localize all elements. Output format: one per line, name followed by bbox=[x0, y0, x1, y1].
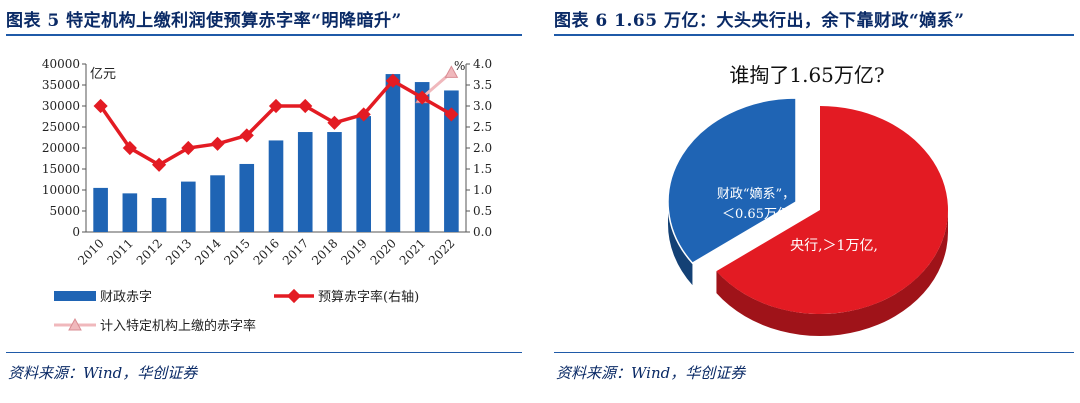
y-left-tick-label: 10000 bbox=[42, 183, 80, 197]
marker-budget-deficit-rate bbox=[444, 107, 459, 122]
legend-marker-budget-deficit-rate bbox=[286, 288, 302, 304]
pie-label-fiscal-affiliates-amount: ＜0.65万亿 bbox=[722, 207, 790, 222]
x-tick-label: 2013 bbox=[163, 236, 194, 267]
y-left-unit: 亿元 bbox=[90, 67, 116, 82]
marker-budget-deficit-rate bbox=[210, 136, 225, 151]
y-left-tick-label: 25000 bbox=[42, 120, 80, 134]
bar-fiscal-deficit bbox=[327, 132, 342, 232]
y-right-tick-label: 1.5 bbox=[473, 162, 492, 176]
bar-fiscal-deficit bbox=[444, 90, 459, 233]
y-right-tick-label: 2.0 bbox=[473, 141, 492, 155]
x-tick-label: 2011 bbox=[104, 236, 135, 267]
pie-label-central-bank: 央行,＞1万亿, bbox=[790, 238, 878, 254]
bar-fiscal-deficit bbox=[385, 74, 401, 232]
y-right-tick-label: 0.0 bbox=[473, 225, 492, 239]
y-right-unit: % bbox=[454, 59, 465, 73]
y-left-tick-label: 20000 bbox=[42, 141, 80, 155]
legend-label-budget-deficit-rate: 预算赤字率(右轴) bbox=[318, 289, 419, 305]
marker-budget-deficit-rate bbox=[181, 140, 196, 156]
marker-budget-deficit-rate bbox=[385, 73, 400, 88]
legend-label-fiscal-deficit: 财政赤字 bbox=[100, 290, 152, 305]
bar-fiscal-deficit bbox=[268, 140, 284, 232]
marker-budget-deficit-rate bbox=[415, 90, 430, 105]
left-source-note: 资料来源：Wind，华创证券 bbox=[8, 364, 198, 382]
marker-budget-deficit-rate bbox=[122, 140, 137, 156]
bar-fiscal-deficit bbox=[181, 181, 196, 232]
x-tick-label: 2018 bbox=[309, 236, 340, 267]
y-left-tick-label: 5000 bbox=[49, 204, 80, 218]
x-tick-label: 2019 bbox=[338, 236, 369, 267]
pie-label-fiscal-affiliates: 财政“嫡系”， bbox=[717, 186, 795, 202]
bar-fiscal-deficit bbox=[414, 82, 430, 232]
pie-slice-central-bank bbox=[716, 106, 948, 314]
marker-budget-deficit-rate bbox=[152, 157, 167, 172]
y-right-tick-label: 3.0 bbox=[473, 99, 492, 113]
x-tick-label: 2022 bbox=[426, 236, 457, 267]
marker-budget-deficit-rate bbox=[239, 128, 254, 143]
y-left-tick-label: 15000 bbox=[42, 162, 80, 176]
right-source-note: 资料来源：Wind，华创证券 bbox=[556, 364, 746, 382]
x-tick-label: 2015 bbox=[221, 236, 252, 267]
bar-fiscal-deficit bbox=[210, 175, 225, 232]
x-tick-label: 2021 bbox=[397, 236, 428, 267]
x-tick-label: 2017 bbox=[280, 236, 311, 267]
y-right-tick-label: 1.0 bbox=[473, 183, 492, 197]
y-left-tick-label: 0 bbox=[72, 225, 80, 239]
marker-budget-deficit-rate bbox=[268, 98, 284, 114]
y-right-tick-label: 3.5 bbox=[473, 78, 492, 92]
y-left-tick-label: 30000 bbox=[42, 99, 80, 113]
marker-budget-deficit-rate bbox=[356, 107, 371, 122]
bar-fiscal-deficit bbox=[297, 132, 313, 232]
right-source-rule bbox=[554, 352, 1074, 353]
x-tick-label: 2016 bbox=[251, 236, 282, 267]
y-right-tick-label: 2.5 bbox=[473, 120, 492, 134]
bar-fiscal-deficit bbox=[356, 116, 371, 232]
pie-slice-side-central-bank bbox=[716, 210, 948, 336]
y-left-tick-label: 40000 bbox=[42, 57, 80, 71]
y-left-tick-label: 35000 bbox=[42, 78, 80, 92]
legend-swatch-fiscal-deficit bbox=[54, 291, 96, 301]
x-tick-label: 2014 bbox=[192, 236, 224, 268]
legend-marker-adjusted-deficit-rate bbox=[68, 317, 82, 331]
pie-chart-title: 谁掏了1.65万亿? bbox=[729, 63, 884, 87]
y-right-tick-label: 4.0 bbox=[473, 57, 492, 71]
bar-fiscal-deficit bbox=[93, 187, 108, 232]
marker-budget-deficit-rate bbox=[327, 115, 342, 130]
x-tick-label: 2010 bbox=[75, 236, 106, 267]
left-panel: 图表 5 特定机构上缴利润使预算赤字率“明降暗升” 0 5000 10000 1500… bbox=[0, 0, 528, 403]
marker-adjusted-deficit-rate bbox=[444, 65, 459, 78]
bar-fiscal-deficit bbox=[151, 197, 167, 232]
bar-fiscal-deficit bbox=[239, 163, 255, 232]
bar-fiscal-deficit bbox=[122, 193, 138, 232]
left-source-rule bbox=[6, 352, 522, 353]
pie-slice-side-fiscal-affiliates bbox=[668, 202, 693, 286]
marker-budget-deficit-rate bbox=[298, 98, 313, 114]
y-right-tick-label: 0.5 bbox=[473, 204, 492, 218]
legend-label-adjusted-deficit-rate: 计入特定机构上缴的赤字率 bbox=[100, 318, 256, 334]
fiscal-deficit-chart: 0 5000 10000 15000 20000 25000 30000 35000 40000… bbox=[42, 57, 492, 334]
right-title-rule bbox=[554, 34, 1074, 36]
left-figure-title: 图表 5 特定机构上缴利润使预算赤字率“明降暗升” bbox=[6, 11, 402, 31]
pie-slice-fiscal-affiliates bbox=[667, 97, 797, 265]
right-panel: 图表 6 1.65 万亿：大头央行出，余下靠财政“嫡系” 谁掏了1.65万亿? 财… bbox=[548, 0, 1080, 403]
left-title-rule bbox=[6, 34, 522, 36]
x-tick-label: 2020 bbox=[368, 236, 399, 267]
x-tick-label: 2012 bbox=[134, 236, 165, 267]
right-figure-title: 图表 6 1.65 万亿：大头央行出，余下靠财政“嫡系” bbox=[554, 11, 965, 31]
